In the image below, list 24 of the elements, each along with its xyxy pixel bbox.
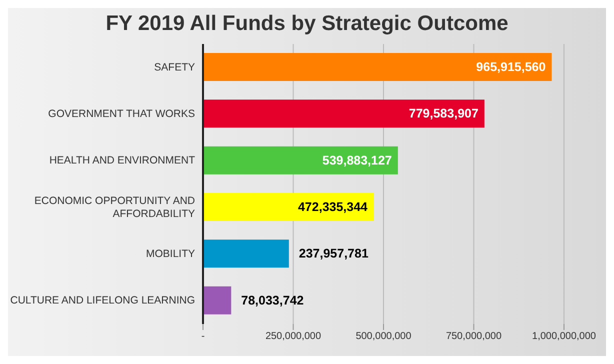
x-tick-label: 750,000,000 bbox=[446, 331, 502, 342]
data-label: 237,957,781 bbox=[298, 246, 368, 261]
y-tick-label: GOVERNMENT THAT WORKS bbox=[48, 108, 195, 120]
bar bbox=[203, 100, 484, 128]
bar bbox=[203, 193, 374, 221]
data-label: 78,033,742 bbox=[241, 293, 304, 308]
data-label: 965,915,560 bbox=[476, 60, 546, 74]
y-tick-label: ECONOMIC OPPORTUNITY AND AFFORDABILITY bbox=[34, 194, 196, 220]
bar bbox=[203, 53, 552, 81]
y-tick-label: HEALTH AND ENVIRONMENT bbox=[49, 154, 196, 167]
y-tick-label: MOBILITY bbox=[146, 248, 195, 260]
x-tick-label: 500,000,000 bbox=[356, 331, 412, 342]
data-label: 779,583,907 bbox=[408, 106, 478, 121]
y-tick-label: SAFETY bbox=[154, 61, 195, 74]
x-tick-label: 1,000,000,000 bbox=[532, 331, 596, 342]
data-label: 472,335,344 bbox=[298, 200, 368, 214]
data-label: 539,883,127 bbox=[322, 153, 392, 168]
y-tick-label: CULTURE AND LIFELONG LEARNING bbox=[10, 294, 195, 307]
bar bbox=[203, 286, 232, 314]
x-tick-label: - bbox=[201, 331, 205, 342]
bar bbox=[203, 240, 289, 268]
bar bbox=[203, 146, 398, 174]
x-tick-label: 250,000,000 bbox=[265, 331, 322, 342]
chart-title: FY 2019 All Funds by Strategic Outcome bbox=[104, 11, 510, 37]
